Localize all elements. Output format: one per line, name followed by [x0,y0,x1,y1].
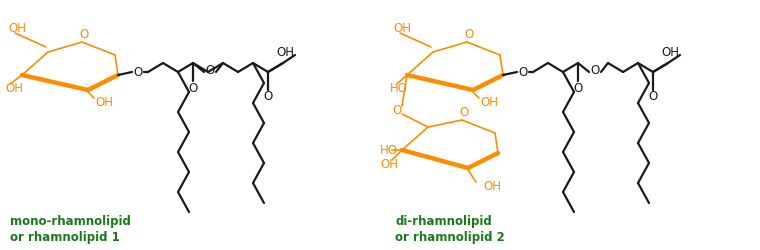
Text: OH: OH [276,46,294,60]
Text: O: O [459,106,469,118]
Text: O: O [392,104,401,117]
Text: O: O [205,64,214,76]
Text: OH: OH [380,158,398,172]
Text: OH: OH [5,82,23,94]
Text: O: O [518,66,527,78]
Text: OH: OH [8,22,26,35]
Text: mono-rhamnolipid: mono-rhamnolipid [10,216,131,228]
Text: HO: HO [380,144,398,156]
Text: OH: OH [483,180,501,192]
Text: O: O [573,82,583,94]
Text: O: O [648,90,657,104]
Text: O: O [591,64,600,76]
Text: O: O [264,90,273,104]
Text: OH: OH [480,96,498,110]
Text: O: O [464,28,473,40]
Text: OH: OH [95,96,113,110]
Text: or rhamnolipid 2: or rhamnolipid 2 [395,230,505,243]
Text: HO: HO [390,82,408,94]
Text: OH: OH [661,46,679,60]
Text: O: O [133,66,143,78]
Text: O: O [79,28,89,40]
Text: O: O [188,82,198,94]
Text: OH: OH [393,22,411,35]
Text: di-rhamnolipid: di-rhamnolipid [395,216,492,228]
Text: or rhamnolipid 1: or rhamnolipid 1 [10,230,120,243]
